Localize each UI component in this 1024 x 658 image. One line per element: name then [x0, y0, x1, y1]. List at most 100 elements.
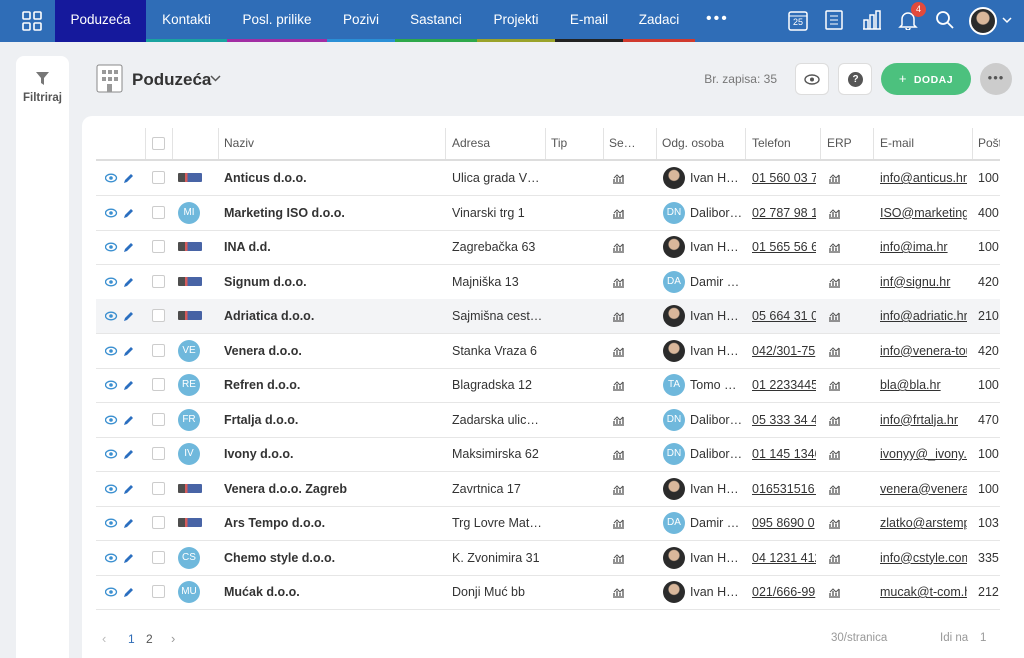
company-name[interactable]: Ars Tempo d.o.o. — [224, 516, 326, 530]
row-actions[interactable] — [104, 241, 135, 256]
chart-icon[interactable] — [828, 173, 840, 187]
add-button[interactable]: + DODAJ — [881, 63, 971, 95]
column-header[interactable]: Adresa — [452, 136, 491, 150]
company-name[interactable]: Venera d.o.o. — [224, 343, 302, 358]
row-actions[interactable] — [104, 586, 135, 601]
email[interactable]: mucak@t-com.h — [880, 585, 967, 599]
row-checkbox[interactable] — [152, 550, 165, 564]
phone[interactable]: 01 145 1346 — [752, 447, 816, 461]
row-checkbox[interactable] — [152, 309, 165, 322]
row-checkbox[interactable] — [152, 274, 165, 288]
phone[interactable]: 01 560 03 7 — [752, 171, 816, 185]
phone[interactable]: 042/301-75 — [752, 343, 816, 358]
chart-icon[interactable] — [612, 587, 624, 601]
email[interactable]: ISO@marketing — [880, 205, 967, 220]
email[interactable]: info@frtalja.hr — [880, 412, 958, 427]
phone[interactable]: 021/666-99 — [752, 585, 816, 599]
column-header[interactable]: ERP — [827, 136, 852, 150]
email[interactable]: info@adriatic.hr — [880, 309, 967, 323]
per-page[interactable]: 30/stranica — [831, 632, 888, 644]
chart-icon[interactable] — [828, 311, 840, 325]
company-name[interactable]: Frtalja d.o.o. — [224, 412, 299, 427]
column-header[interactable]: Pošt — [978, 136, 1000, 150]
column-header[interactable]: Se… — [609, 136, 636, 150]
user-menu-caret[interactable] — [1002, 17, 1012, 25]
row-actions[interactable] — [104, 517, 135, 532]
phone[interactable]: 016531516… — [752, 481, 816, 496]
page-number[interactable]: 1 — [128, 632, 135, 646]
chart-icon[interactable] — [612, 242, 624, 256]
email[interactable]: info@ima.hr — [880, 240, 948, 254]
phone[interactable]: 05 333 34 4 — [752, 412, 816, 427]
row-actions[interactable] — [104, 379, 135, 394]
column-header[interactable]: Tip — [551, 136, 568, 150]
filter-icon[interactable] — [36, 72, 49, 86]
row-actions[interactable] — [104, 483, 135, 498]
select-all-checkbox[interactable] — [152, 137, 165, 150]
chart-icon[interactable] — [612, 484, 624, 498]
row-actions[interactable] — [104, 310, 135, 325]
user-avatar[interactable] — [969, 7, 997, 35]
phone[interactable]: 095 8690 0 — [752, 516, 815, 530]
row-checkbox[interactable] — [152, 516, 165, 529]
company-name[interactable]: Venera d.o.o. Zagreb — [224, 481, 347, 496]
prev-page[interactable]: ‹ — [102, 631, 107, 646]
nav-tab[interactable]: Kontakti — [146, 0, 227, 42]
email[interactable]: bla@bla.hr — [880, 378, 941, 392]
row-actions[interactable] — [104, 414, 135, 429]
company-name[interactable]: Chemo style d.o.o. — [224, 550, 336, 565]
chart-icon[interactable] — [612, 346, 624, 360]
chart-icon[interactable] — [612, 518, 624, 532]
row-actions[interactable] — [104, 448, 135, 463]
column-header[interactable]: Telefon — [752, 136, 791, 150]
email[interactable]: info@venera-tou — [880, 343, 967, 358]
row-actions[interactable] — [104, 276, 135, 291]
chart-icon[interactable] — [828, 553, 840, 567]
row-actions[interactable] — [104, 207, 135, 222]
chart-icon[interactable] — [828, 449, 840, 463]
row-checkbox[interactable] — [152, 171, 165, 184]
email[interactable]: ivonyy@_ivony.c — [880, 447, 967, 461]
more-button[interactable]: ••• — [980, 63, 1012, 95]
company-name[interactable]: INA d.d. — [224, 240, 271, 254]
company-name[interactable]: Anticus d.o.o. — [224, 171, 307, 185]
chart-icon[interactable] — [612, 277, 624, 291]
nav-tab[interactable]: E-mail — [555, 0, 623, 42]
search-icon[interactable] — [935, 10, 955, 30]
nav-tab[interactable]: Posl. prilike — [227, 0, 327, 42]
chart-icon[interactable] — [828, 415, 840, 429]
row-checkbox[interactable] — [152, 343, 165, 357]
row-actions[interactable] — [104, 172, 135, 187]
nav-tab[interactable]: Sastanci — [395, 0, 477, 42]
chart-icon[interactable] — [828, 346, 840, 360]
chart-icon[interactable] — [612, 449, 624, 463]
phone[interactable]: 02 787 98 1 — [752, 205, 816, 220]
nav-tab[interactable]: Pozivi — [327, 0, 395, 42]
chart-icon[interactable] — [612, 415, 624, 429]
chart-icon[interactable] — [828, 518, 840, 532]
calendar-icon[interactable] — [788, 9, 808, 31]
company-name[interactable]: Mućak d.o.o. — [224, 585, 300, 599]
chart-icon[interactable] — [612, 208, 624, 222]
company-name[interactable]: Refren d.o.o. — [224, 378, 301, 392]
column-header[interactable]: Naziv — [224, 136, 255, 150]
more-tabs[interactable]: ••• — [706, 10, 729, 27]
email[interactable]: venera@venera — [880, 481, 967, 496]
page-title[interactable]: Poduzeća — [132, 70, 212, 89]
title-caret[interactable] — [210, 75, 221, 83]
company-name[interactable]: Adriatica d.o.o. — [224, 309, 315, 323]
row-checkbox[interactable] — [152, 412, 165, 426]
nav-tab[interactable]: Poduzeća — [55, 0, 146, 42]
company-name[interactable]: Ivony d.o.o. — [224, 447, 294, 461]
help-button[interactable]: ? — [838, 63, 872, 95]
chart-icon[interactable] — [612, 380, 624, 394]
notifications-icon[interactable] — [898, 10, 918, 30]
nav-tab[interactable]: Zadaci — [623, 0, 695, 42]
page-number[interactable]: 2 — [146, 632, 153, 646]
chart-icon[interactable] — [612, 311, 624, 325]
row-actions[interactable] — [104, 552, 135, 567]
view-button[interactable] — [795, 63, 829, 95]
next-page[interactable]: › — [171, 631, 176, 646]
email[interactable]: inf@signu.hr — [880, 274, 951, 289]
company-name[interactable]: Marketing ISO d.o.o. — [224, 205, 345, 220]
